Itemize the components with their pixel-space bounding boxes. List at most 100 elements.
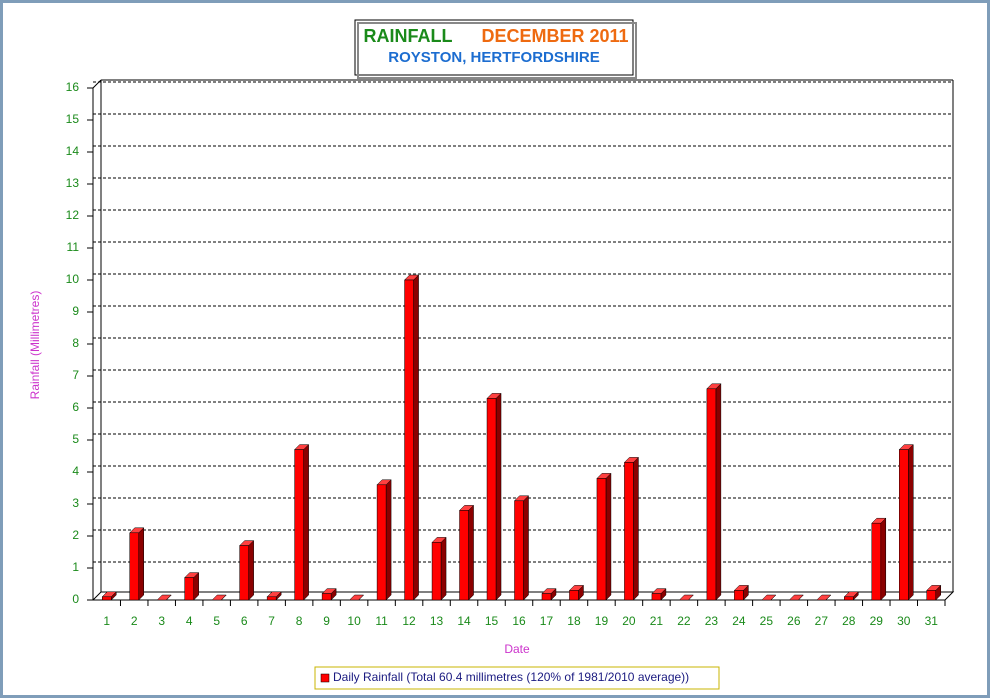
y-tick-label: 1 <box>72 560 79 574</box>
bar-side <box>715 383 722 601</box>
x-tick-label: 2 <box>131 614 138 628</box>
x-tick-label: 12 <box>402 614 416 628</box>
x-tick-label: 5 <box>213 614 220 628</box>
bar <box>266 596 277 601</box>
bar-top <box>816 594 832 601</box>
bar <box>844 596 854 601</box>
bar-side <box>468 504 474 601</box>
x-tick-label: 25 <box>760 614 774 628</box>
bar-side <box>303 443 309 601</box>
y-tick-label: 6 <box>72 400 79 414</box>
y-tick-label: 11 <box>67 240 80 254</box>
chart-subtitle: ROYSTON, HERTFORDSHIRE <box>388 49 599 66</box>
bar-side <box>385 479 392 601</box>
bar <box>596 478 607 601</box>
y-tick-label: 16 <box>66 80 80 94</box>
bar <box>486 398 497 601</box>
bar <box>706 388 717 601</box>
x-tick-label: 11 <box>375 614 388 628</box>
bar <box>514 500 524 601</box>
bar <box>184 577 194 601</box>
bar <box>459 510 469 601</box>
bar <box>101 596 112 601</box>
y-tick-label: 3 <box>72 496 79 510</box>
x-tick-label: 31 <box>925 614 939 628</box>
title-box <box>354 19 634 76</box>
bar <box>899 449 909 601</box>
chart-title-date: DECEMBER 2011 <box>481 26 628 46</box>
legend-box <box>314 666 720 690</box>
bar-top <box>761 594 777 601</box>
x-tick-label: 7 <box>268 614 275 628</box>
bar-top <box>348 594 365 601</box>
bar-top <box>156 594 172 601</box>
x-tick-label: 18 <box>567 614 581 628</box>
title-shadow <box>357 22 637 79</box>
x-tick-label: 29 <box>870 614 884 628</box>
x-tick-label: 14 <box>457 614 471 628</box>
y-tick-label: 9 <box>72 304 79 318</box>
x-tick-label: 24 <box>732 614 746 628</box>
legend-swatch <box>320 673 330 683</box>
x-tick-label: 6 <box>241 614 248 628</box>
bar <box>294 449 304 601</box>
bar <box>926 590 937 601</box>
bar-side <box>495 392 502 601</box>
bar-side <box>605 472 612 601</box>
x-tick-label: 8 <box>296 614 303 628</box>
bar <box>871 522 882 601</box>
bar <box>569 590 579 601</box>
x-tick-label: 22 <box>677 614 691 628</box>
x-tick-label: 20 <box>622 614 636 628</box>
bar-side <box>880 517 887 601</box>
bar <box>624 462 634 601</box>
x-axis-label: Date <box>504 642 530 656</box>
bar <box>651 593 662 601</box>
bar-top <box>788 594 804 601</box>
x-tick-label: 23 <box>705 614 719 628</box>
x-tick-label: 16 <box>512 614 526 628</box>
x-tick-label: 1 <box>103 614 110 628</box>
x-tick-label: 15 <box>485 614 499 628</box>
y-tick-label: 14 <box>66 144 80 158</box>
x-tick-label: 19 <box>595 614 609 628</box>
bar <box>321 593 332 601</box>
y-tick-label: 15 <box>66 112 80 126</box>
x-tick-label: 17 <box>540 614 554 628</box>
bar-side <box>138 527 144 601</box>
bar-side <box>440 536 447 601</box>
bar <box>376 484 387 601</box>
bar-side <box>633 456 639 601</box>
x-tick-label: 21 <box>650 614 664 628</box>
y-tick-label: 13 <box>66 176 80 190</box>
x-tick-label: 9 <box>323 614 330 628</box>
bar-top <box>678 594 695 601</box>
bar-side <box>908 443 914 601</box>
y-tick-label: 8 <box>72 336 79 350</box>
bar <box>404 279 414 601</box>
y-tick-label: 12 <box>66 208 80 222</box>
bar-top <box>211 594 227 601</box>
x-tick-label: 3 <box>158 614 165 628</box>
x-tick-label: 4 <box>186 614 193 628</box>
y-tick-label: 2 <box>72 528 79 542</box>
x-tick-label: 13 <box>430 614 444 628</box>
legend-label: Daily Rainfall (Total 60.4 millimetres (… <box>333 670 689 684</box>
y-axis-label: Rainfall (Millimetres) <box>28 291 42 400</box>
bar <box>239 545 249 601</box>
y-tick-label: 10 <box>66 272 80 286</box>
bar-side <box>523 495 529 601</box>
x-tick-label: 30 <box>897 614 911 628</box>
y-tick-label: 0 <box>72 592 79 606</box>
bar-side <box>248 539 254 601</box>
x-tick-label: 28 <box>842 614 856 628</box>
bar-side <box>413 274 419 601</box>
x-tick-label: 27 <box>815 614 829 628</box>
bar <box>734 590 744 601</box>
y-tick-label: 4 <box>72 464 79 478</box>
bar <box>129 532 139 601</box>
bar <box>431 542 442 601</box>
x-tick-label: 10 <box>347 614 361 628</box>
bar <box>541 593 552 601</box>
